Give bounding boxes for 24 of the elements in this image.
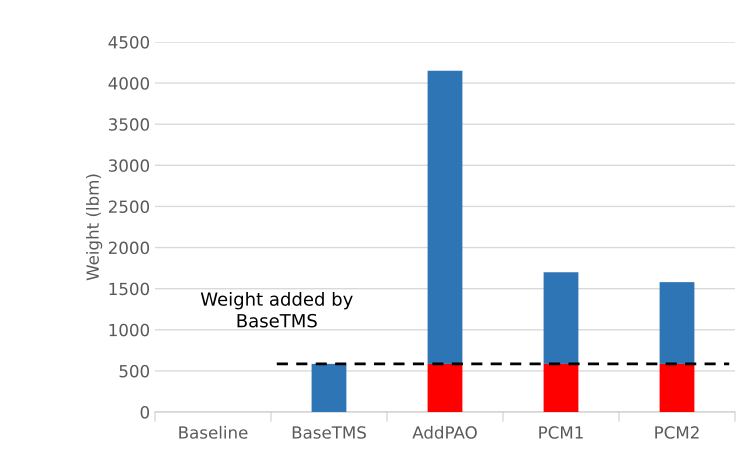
- y-tick-label: 500: [120, 364, 150, 378]
- y-axis-title: Weight (lbm): [86, 174, 102, 280]
- bar: [312, 364, 346, 412]
- x-tick-label: Baseline: [179, 426, 248, 439]
- y-tick-label: 0: [140, 406, 150, 419]
- y-tick-label: 4000: [108, 77, 150, 90]
- x-tick-label: AddPAO: [412, 426, 477, 439]
- y-tick-label: 4500: [108, 36, 150, 49]
- y-tick-label: 3000: [108, 159, 150, 172]
- y-tick-label: 2000: [108, 242, 150, 254]
- y-tick-label: 1500: [110, 282, 150, 296]
- bar: [428, 364, 462, 412]
- bar: [428, 70, 462, 364]
- bar: [544, 272, 578, 364]
- bar: [660, 282, 694, 364]
- x-tick-label: BaseTMS: [292, 426, 366, 439]
- x-tick-label: PCM1: [539, 426, 583, 439]
- x-tick-label: PCM2: [655, 426, 699, 439]
- y-tick-label: 3500: [108, 118, 150, 131]
- bar: [544, 364, 578, 412]
- y-tick-label: 2500: [108, 200, 150, 214]
- y-tick-label: 1000: [110, 324, 150, 336]
- ref-line-label: Weight added by BaseTMS: [200, 292, 353, 328]
- bar: [660, 364, 694, 412]
